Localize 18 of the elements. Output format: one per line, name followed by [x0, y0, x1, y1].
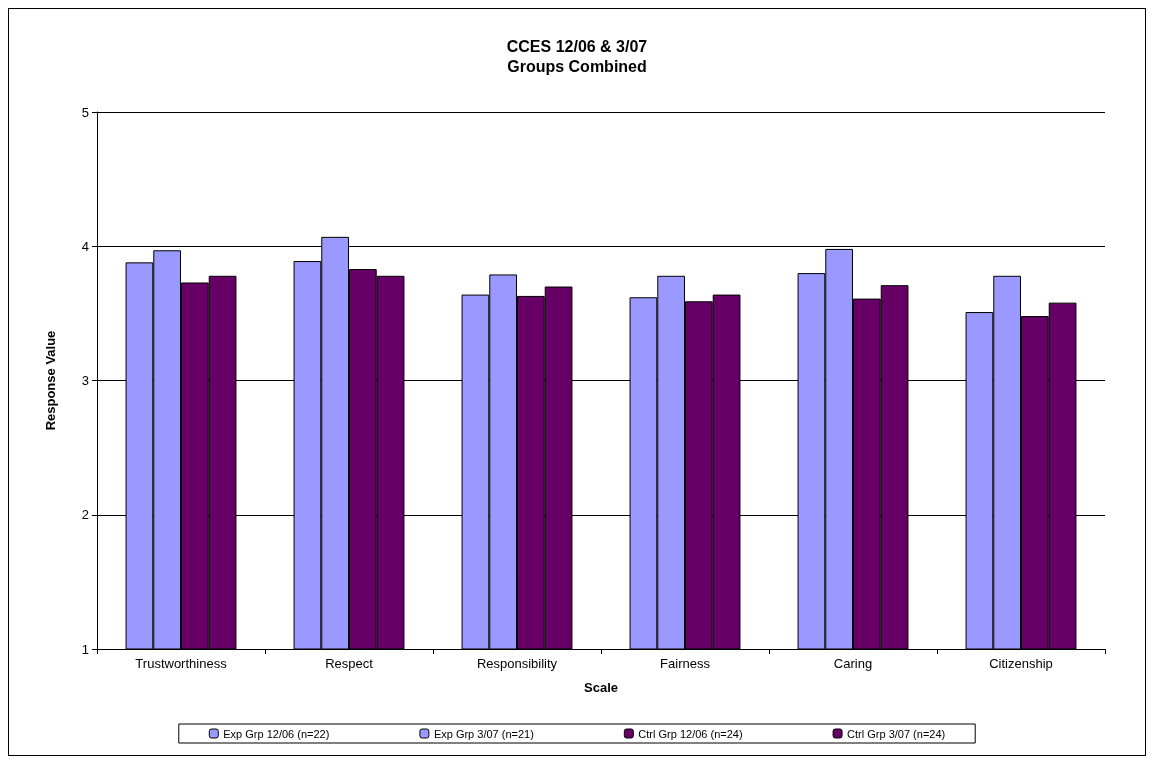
legend-label: Exp Grp 12/06 (n=22)	[223, 727, 330, 740]
x-tick-label: Respect	[325, 656, 374, 671]
legend-label: Exp Grp 3/07 (n=21)	[433, 727, 534, 740]
x-axis-title: Scale	[584, 680, 618, 695]
y-tick-label: 2	[81, 507, 89, 523]
y-axis-title: Response Value	[43, 330, 58, 431]
x-tick-label: Citizenship	[989, 656, 1053, 671]
y-tick-label: 5	[81, 104, 89, 120]
x-tick-label: Caring	[833, 656, 873, 671]
legend-label: Ctrl Grp 12/06 (n=24)	[638, 727, 743, 740]
x-tick-label: Responsibility	[476, 656, 558, 671]
chart-title: CCES 12/06 & 3/07 Groups Combined	[506, 37, 648, 75]
y-tick-label: 4	[81, 238, 89, 254]
y-tick-label: 1	[81, 641, 89, 657]
legend-label: Ctrl Grp 3/07 (n=24)	[847, 727, 946, 740]
x-tick-label: Trustworthiness	[135, 656, 228, 671]
x-tick-label: Fairness	[660, 656, 711, 671]
y-tick-label: 3	[81, 373, 89, 388]
